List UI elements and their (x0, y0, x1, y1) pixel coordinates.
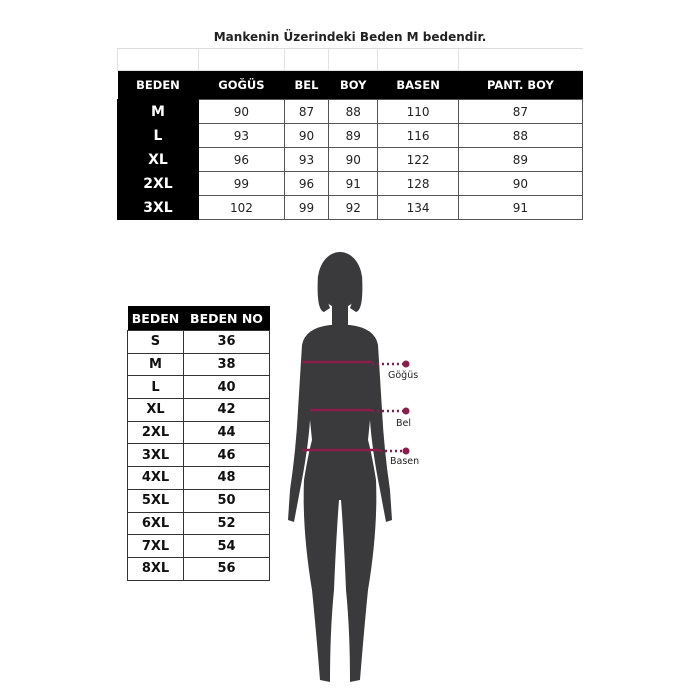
value-cell: 93 (283, 147, 330, 172)
value-cell: 90 (283, 123, 330, 148)
value-cell: 50 (182, 488, 271, 513)
size-cell: 6XL (127, 511, 184, 536)
table-row: M 38 (127, 352, 271, 377)
value-cell: 91 (457, 195, 584, 220)
column-header: GOĞÜS (198, 70, 285, 100)
column-header: BOY (328, 70, 378, 100)
size-cell: 2XL (127, 420, 184, 445)
table-row: 5XL 50 (127, 488, 271, 513)
value-cell: 89 (457, 147, 584, 172)
value-cell: 90 (328, 147, 379, 172)
size-cell: L (127, 375, 184, 400)
table-title: Mankenin Üzerindeki Beden M bedendir. (117, 25, 583, 49)
value-cell: 87 (283, 99, 330, 124)
table-row: 2XL 44 (127, 420, 271, 445)
table-row: 3XL 102 99 92 134 91 (117, 195, 584, 220)
size-cell: S (127, 330, 184, 354)
value-cell: 91 (328, 171, 379, 196)
size-cell: 3XL (117, 195, 199, 220)
size-number-table: BEDEN BEDEN NO S 36 M 38 L 40 XL 42 2XL 44 3XL 46 4XL… (127, 306, 271, 581)
size-cell: 8XL (127, 556, 184, 581)
value-cell: 36 (182, 330, 271, 354)
table-row: S 36 (127, 330, 271, 354)
header-row: BEDEN BEDEN NO (127, 306, 270, 331)
table-row: 3XL 46 (127, 443, 271, 468)
empty-row (117, 48, 583, 71)
value-cell: 128 (377, 171, 459, 196)
header-row: BEDEN GOĞÜS BEL BOY BASEN PANT. BOY (117, 70, 583, 100)
value-cell: 92 (328, 195, 379, 220)
value-cell: 134 (377, 195, 459, 220)
size-cell: 7XL (127, 534, 184, 558)
value-cell: 90 (197, 99, 285, 124)
table-row: L 40 (127, 375, 271, 400)
table-row: 2XL 99 96 91 128 90 (117, 171, 584, 196)
value-cell: 48 (182, 466, 271, 490)
value-cell: 40 (182, 375, 271, 400)
column-header: BEL (284, 70, 329, 100)
table-row: XL 42 (127, 398, 271, 422)
table-row: 4XL 48 (127, 466, 271, 490)
value-cell: 38 (182, 352, 271, 377)
body-measurement-figure: Göğüs Bel Basen (280, 250, 440, 699)
table-row: M 90 87 88 110 87 (117, 99, 584, 124)
column-header: BEDEN NO (183, 306, 270, 331)
value-cell: 46 (182, 443, 271, 468)
value-cell: 88 (457, 123, 584, 148)
value-cell: 99 (283, 195, 330, 220)
size-cell: 3XL (127, 443, 184, 468)
value-cell: 56 (182, 556, 271, 581)
table-row: L 93 90 89 116 88 (117, 123, 584, 148)
column-header: BEDEN (117, 70, 199, 100)
size-cell: 5XL (127, 488, 184, 513)
size-cell: 4XL (127, 466, 184, 490)
female-silhouette-icon (288, 252, 410, 682)
table-row: 6XL 52 (127, 511, 271, 536)
table-row: 7XL 54 (127, 534, 271, 558)
value-cell: 93 (197, 123, 285, 148)
value-cell: 96 (197, 147, 285, 172)
column-header: BASEN (377, 70, 459, 100)
size-cell: L (117, 123, 199, 148)
value-cell: 42 (182, 398, 271, 422)
value-cell: 54 (182, 534, 271, 558)
waist-label: Bel (396, 418, 412, 429)
value-cell: 99 (197, 171, 285, 196)
value-cell: 87 (457, 99, 584, 124)
value-cell: 44 (182, 420, 271, 445)
size-measurement-table: Mankenin Üzerindeki Beden M bedendir. BE… (117, 25, 584, 220)
value-cell: 96 (283, 171, 330, 196)
value-cell: 102 (197, 195, 285, 220)
table-row: 8XL 56 (127, 556, 271, 581)
size-cell: 2XL (117, 171, 199, 196)
value-cell: 122 (377, 147, 459, 172)
size-cell: M (117, 99, 199, 124)
table-row: XL 96 93 90 122 89 (117, 147, 584, 172)
value-cell: 89 (328, 123, 379, 148)
value-cell: 110 (377, 99, 459, 124)
column-header: BEDEN (127, 306, 184, 331)
value-cell: 90 (457, 171, 584, 196)
chest-label: Göğüs (388, 370, 419, 381)
size-cell: XL (127, 398, 184, 422)
column-header: PANT. BOY (458, 70, 583, 100)
value-cell: 88 (328, 99, 379, 124)
value-cell: 116 (377, 123, 459, 148)
value-cell: 52 (182, 511, 271, 536)
size-cell: M (127, 352, 184, 377)
hip-label: Basen (390, 456, 420, 467)
size-cell: XL (117, 147, 199, 172)
